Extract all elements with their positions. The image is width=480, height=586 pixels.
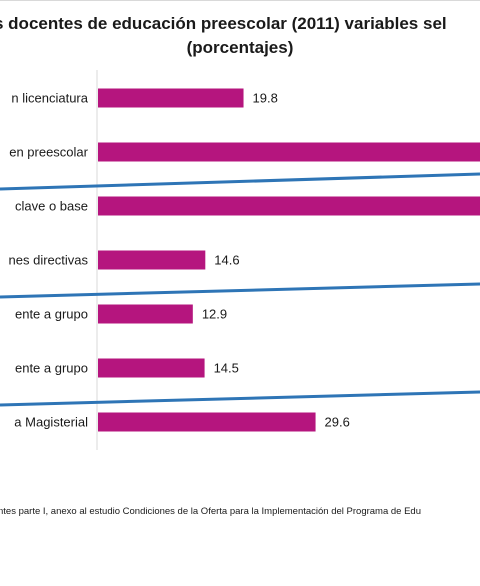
separator-line-2 bbox=[0, 390, 480, 407]
bar-1 bbox=[98, 142, 480, 162]
value-label-3: 14.6 bbox=[214, 253, 239, 268]
bar-0 bbox=[98, 88, 244, 108]
value-label-5: 14.5 bbox=[214, 361, 239, 376]
category-label-4: ente a grupo bbox=[15, 307, 88, 322]
category-label-6: a Magisterial bbox=[14, 415, 88, 430]
separator-line-0 bbox=[0, 172, 480, 191]
bar-4 bbox=[98, 304, 193, 324]
value-label-0: 19.8 bbox=[253, 91, 278, 106]
chart-title: s docentes de educación preescolar (2011… bbox=[0, 14, 447, 33]
category-label-2: clave o base bbox=[15, 199, 88, 214]
bar-chart: n licenciatura en preescolar clave o base n… bbox=[0, 70, 480, 450]
separator-lines bbox=[0, 172, 480, 407]
source-note: ntes parte I, anexo al estudio Condicion… bbox=[0, 506, 422, 517]
bars-group bbox=[98, 88, 480, 432]
category-label-3: nes directivas bbox=[9, 253, 89, 268]
value-labels: 19.8 14.6 12.9 14.5 29.6 bbox=[202, 91, 350, 430]
value-label-6: 29.6 bbox=[325, 415, 350, 430]
category-label-1: en preescolar bbox=[9, 145, 88, 160]
category-label-5: ente a grupo bbox=[15, 361, 88, 376]
bar-6 bbox=[98, 412, 316, 432]
bar-5 bbox=[98, 358, 205, 378]
separator-line-1 bbox=[0, 282, 480, 299]
chart-subtitle: (porcentajes) bbox=[186, 38, 294, 57]
value-label-4: 12.9 bbox=[202, 307, 227, 322]
category-labels: n licenciatura en preescolar clave o base n… bbox=[9, 91, 89, 430]
category-label-0: n licenciatura bbox=[11, 91, 88, 106]
bar-3 bbox=[98, 250, 206, 270]
bar-2 bbox=[98, 196, 480, 216]
